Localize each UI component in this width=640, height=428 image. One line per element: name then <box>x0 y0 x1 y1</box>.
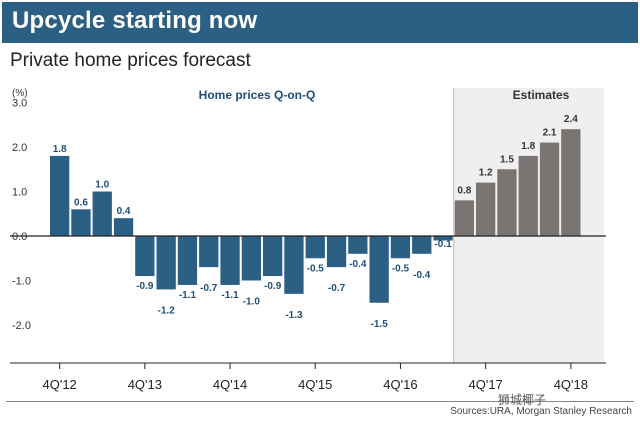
actual-bar-value-label: -0.9 <box>264 281 282 292</box>
actual-bar-value-label: -0.7 <box>200 283 218 294</box>
y-tick-label: 1.0 <box>12 187 27 199</box>
actual-bar-value-label: -0.4 <box>413 270 431 281</box>
chart-title: Upcycle starting now <box>12 7 258 34</box>
estimate-bar-value-label: 2.1 <box>543 128 557 139</box>
y-tick-label: -1.0 <box>12 276 31 288</box>
actual-bar <box>305 236 325 259</box>
chart-subtitle: Private home prices forecast <box>10 50 251 71</box>
actual-bar <box>390 236 411 259</box>
actual-bar <box>284 236 304 294</box>
actual-bar <box>369 236 389 303</box>
estimate-bar-value-label: 1.8 <box>521 141 535 152</box>
y-tick-label: 3.0 <box>12 98 27 110</box>
y-tick-label: 2.0 <box>12 142 27 154</box>
watermark: 狮城椰子 <box>498 393 547 407</box>
actual-bar-value-label: -0.5 <box>307 263 325 274</box>
actual-series-title: Home prices Q-on-Q <box>199 88 316 102</box>
actual-bar-value-label: 1.8 <box>53 144 67 155</box>
estimate-bar <box>497 169 517 236</box>
x-tick-label: 4Q'16 <box>383 377 417 392</box>
estimate-bar-value-label: 1.2 <box>479 168 493 179</box>
estimate-bar <box>561 129 581 236</box>
actual-bar-value-label: -0.1 <box>434 239 452 250</box>
actual-bar <box>113 218 134 236</box>
actual-bar <box>220 236 240 285</box>
estimate-bar-value-label: 1.5 <box>500 154 514 165</box>
estimate-bar <box>518 155 538 236</box>
actual-bar-value-label: -0.5 <box>392 263 410 274</box>
title-banner: Upcycle starting now <box>2 2 638 43</box>
x-tick-label: 4Q'12 <box>43 377 77 392</box>
actual-bar <box>92 191 112 236</box>
actual-bar <box>348 236 368 254</box>
estimate-bar <box>539 142 560 236</box>
actual-bar-value-label: 0.4 <box>117 206 131 217</box>
x-tick-label: 4Q'18 <box>554 377 588 392</box>
actual-bar-value-label: -1.3 <box>285 310 303 321</box>
actual-bar <box>433 236 453 241</box>
actual-bar <box>241 236 261 281</box>
actual-bar-value-label: -0.4 <box>349 259 367 270</box>
actual-bar-value-label: -1.1 <box>221 290 239 301</box>
y-unit-label: (%) <box>12 88 28 99</box>
actual-bar-value-label: -1.1 <box>179 290 197 301</box>
sources-note: Sources:URA, Morgan Stanley Research <box>450 406 632 417</box>
actual-bar-value-label: -0.9 <box>136 281 154 292</box>
actual-bar-value-label: -1.0 <box>243 297 261 308</box>
y-tick-label: -2.0 <box>12 320 31 332</box>
x-tick-label: 4Q'13 <box>128 377 162 392</box>
actual-bar <box>135 236 155 277</box>
x-tick-label: 4Q'17 <box>469 377 503 392</box>
estimates-series-title: Estimates <box>513 88 570 102</box>
actual-bar-value-label: 1.0 <box>95 180 109 191</box>
x-tick-label: 4Q'14 <box>213 377 247 392</box>
actual-bar-value-label: -1.5 <box>371 319 389 330</box>
estimate-bar-value-label: 0.8 <box>457 185 471 196</box>
actual-bar <box>177 236 198 285</box>
actual-bar <box>50 155 70 236</box>
actual-bar <box>412 236 432 254</box>
x-tick-label: 4Q'15 <box>298 377 332 392</box>
actual-bar-value-label: -1.2 <box>158 305 176 316</box>
y-tick-label: 0.0 <box>12 231 27 243</box>
actual-bar <box>71 209 91 236</box>
estimate-bar-value-label: 2.4 <box>564 114 578 125</box>
estimate-bar <box>454 200 474 236</box>
actual-bar-value-label: 0.6 <box>74 197 88 208</box>
actual-bar <box>156 236 176 290</box>
actual-bar <box>263 236 283 277</box>
actual-bar-value-label: -0.7 <box>328 283 346 294</box>
actual-bar <box>199 236 219 268</box>
actual-bar <box>326 236 347 268</box>
estimate-bar <box>476 182 496 236</box>
bottom-rule <box>6 401 634 402</box>
